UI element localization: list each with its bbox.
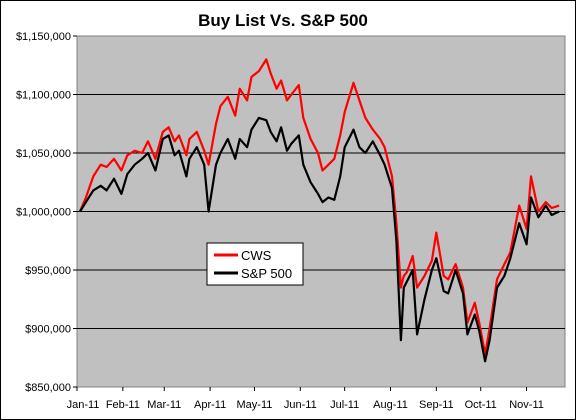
legend: CWS S&P 500 xyxy=(206,242,304,286)
series-line-sp500 xyxy=(79,116,560,363)
legend-box xyxy=(206,242,304,286)
x-tick-label: Jan-11 xyxy=(67,399,100,411)
x-tick-label: Sep-11 xyxy=(419,399,454,411)
x-tick-label: Apr-11 xyxy=(194,399,226,411)
x-tick-label: Jul-11 xyxy=(330,399,359,411)
legend-label-sp500: S&P 500 xyxy=(241,266,292,281)
y-tick-label: $1,000,000 xyxy=(16,207,71,219)
y-tick-label: $950,000 xyxy=(25,265,71,277)
y-tick-label: $1,150,000 xyxy=(16,31,71,43)
x-tick-label: Oct-11 xyxy=(465,399,497,411)
x-axis-ticks: Jan-11 Feb-11 Mar-11 Apr-11 May-11 Jun-11 Jul-… xyxy=(67,387,544,411)
series-lines xyxy=(78,58,560,363)
x-tick-label: Feb-11 xyxy=(106,399,140,411)
y-tick-label: $850,000 xyxy=(25,382,71,394)
chart-title: Buy List Vs. S&P 500 xyxy=(198,11,368,30)
legend-label-cws: CWS xyxy=(241,248,272,263)
gridlines xyxy=(77,94,565,329)
series-line-cws xyxy=(78,58,560,356)
x-tick-label: Nov-11 xyxy=(509,399,544,411)
y-axis-ticks: $850,000 $900,000 $950,000 $1,000,000 $1,050… xyxy=(16,31,77,394)
x-tick-label: Mar-11 xyxy=(147,399,181,411)
y-tick-label: $1,050,000 xyxy=(16,148,71,160)
y-tick-label: $900,000 xyxy=(25,324,71,336)
x-tick-label: Jun-11 xyxy=(284,399,317,411)
x-tick-label: May-11 xyxy=(237,399,273,411)
y-tick-label: $1,100,000 xyxy=(16,90,71,102)
x-tick-label: Aug-11 xyxy=(373,399,408,411)
